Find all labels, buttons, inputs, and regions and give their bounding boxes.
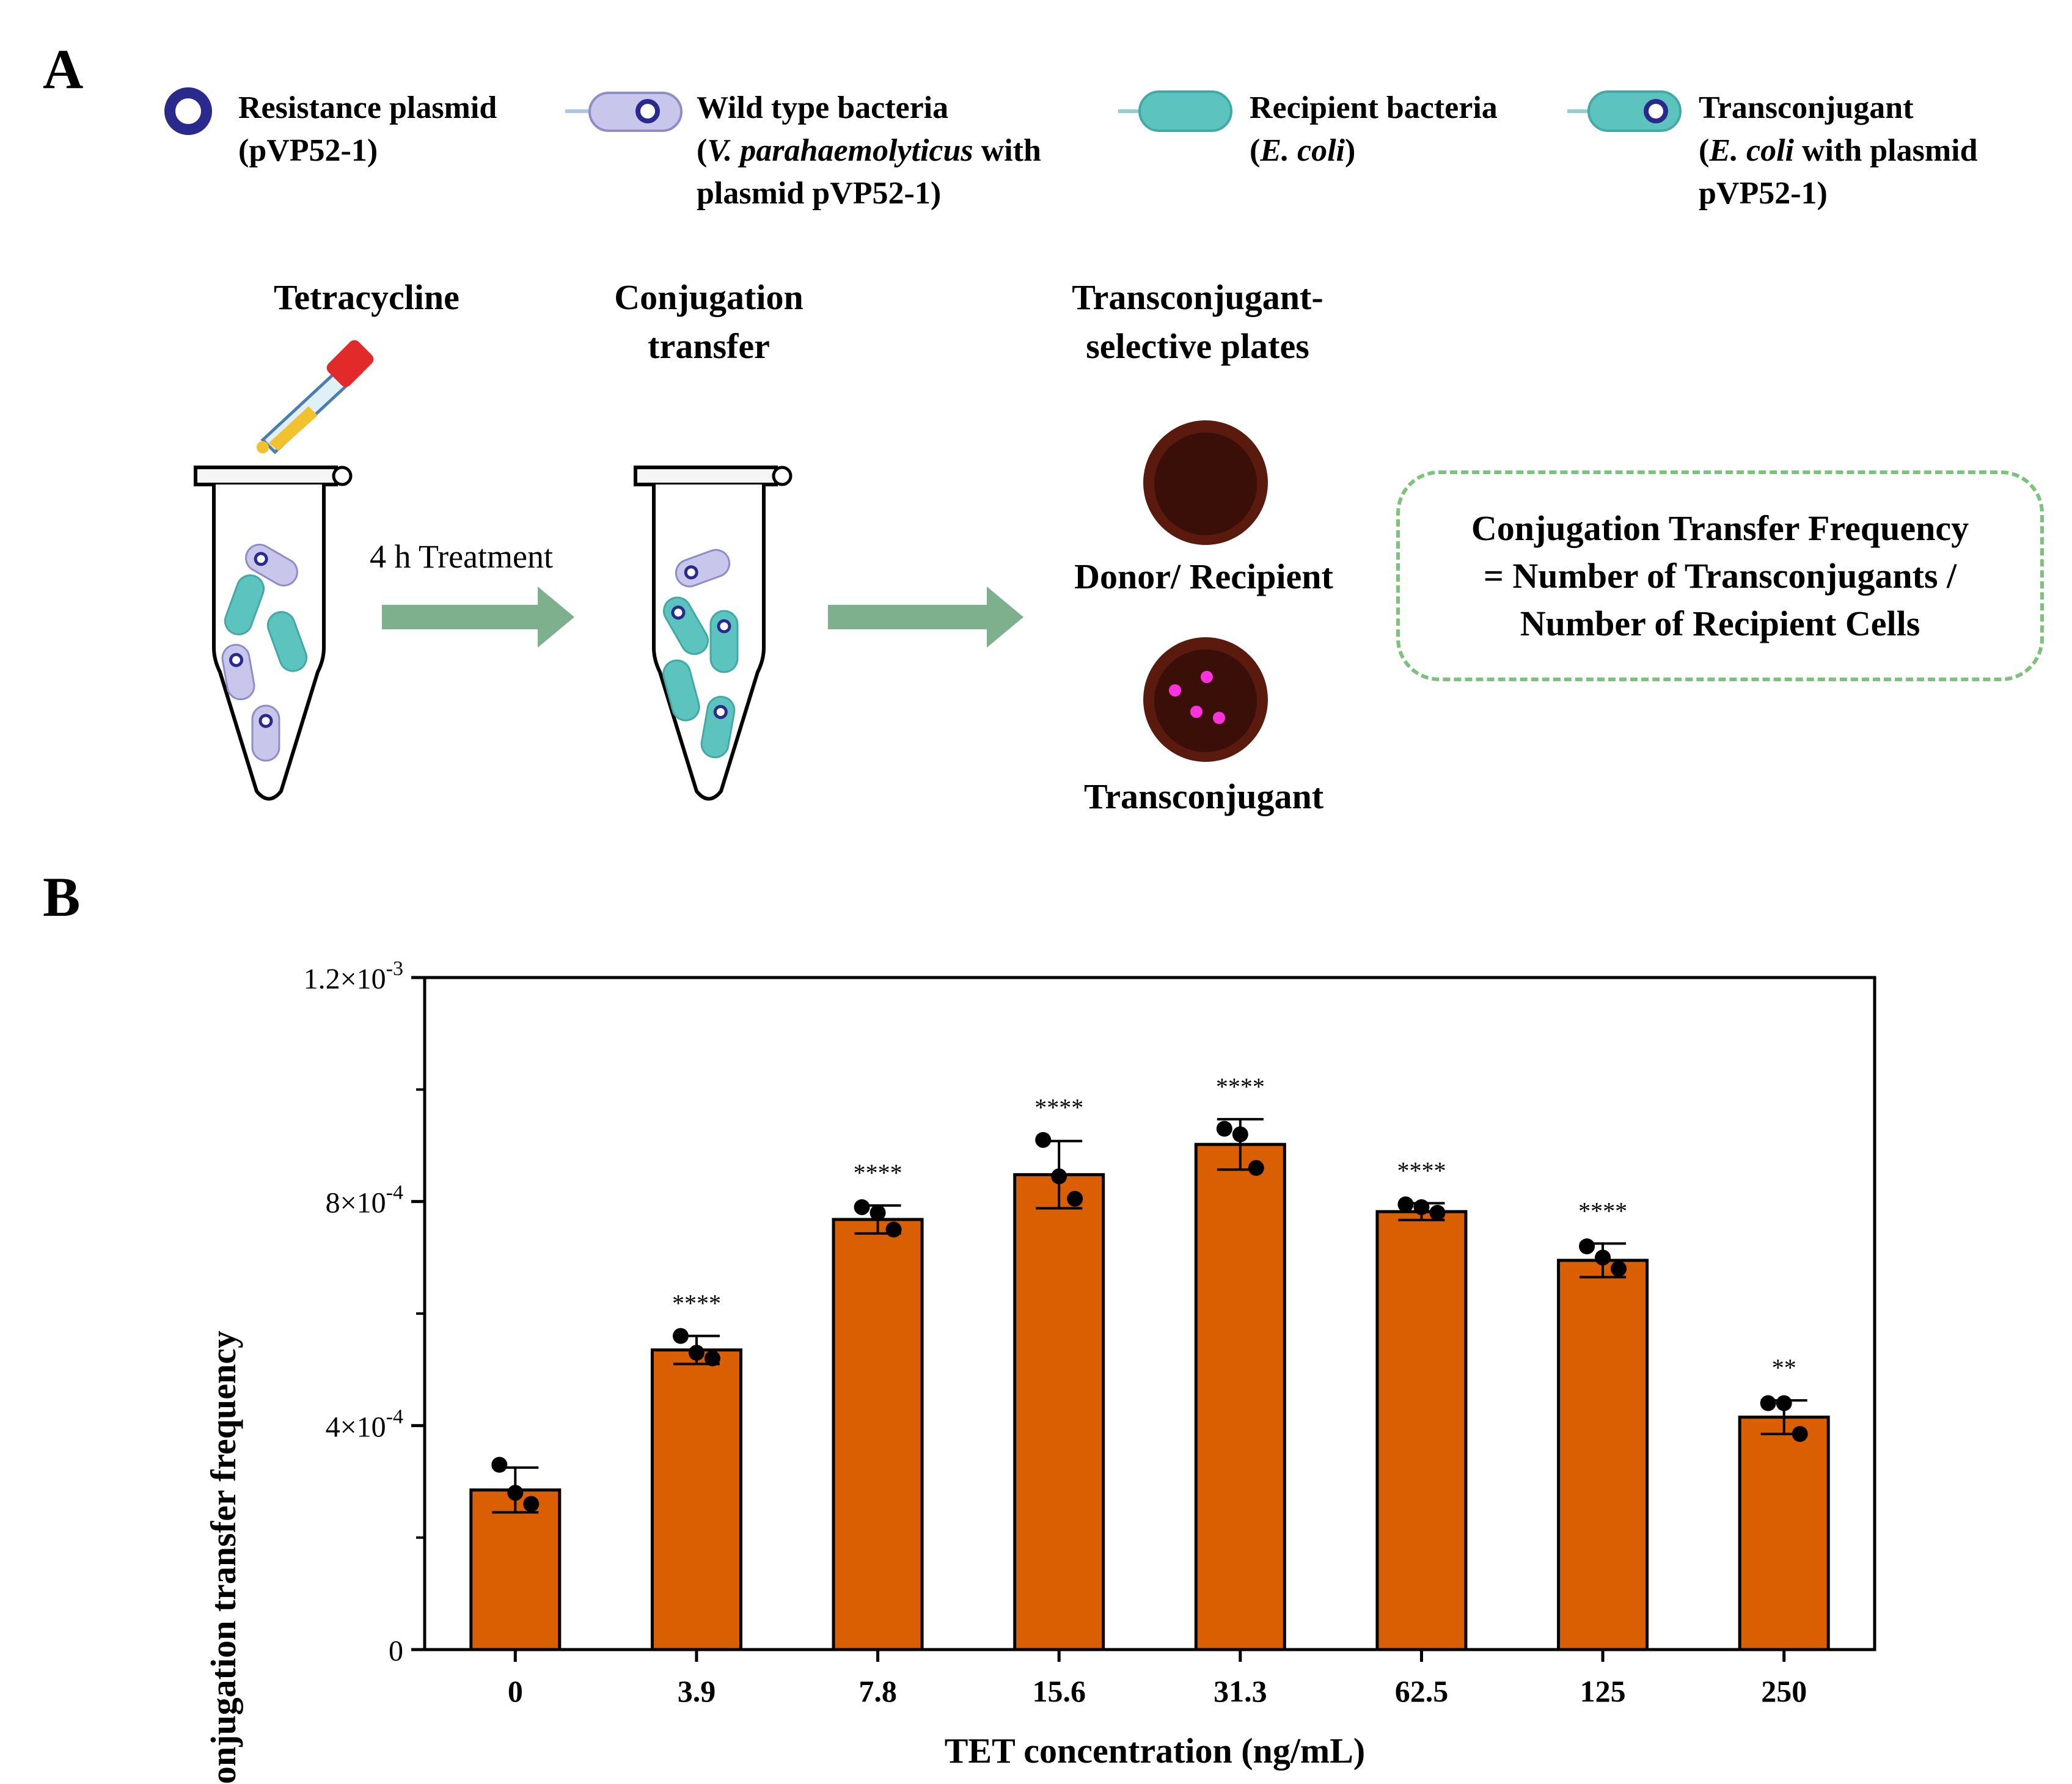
data-point [491,1457,508,1473]
legend-label: Transconjugant [1699,90,1914,125]
legend-label: (V. parahaemolyticus with [697,133,1041,168]
data-point [854,1199,870,1215]
step-label: selective plates [1086,326,1309,366]
treatment-label: 4 h Treatment [370,538,554,575]
legend-recipient: Recipient bacteria (E. coli) [1250,87,1498,172]
data-point [688,1345,705,1361]
bar [1194,1142,1286,1651]
y-tick-label: 0 [389,1635,403,1667]
panel-b-letter: B [43,866,81,928]
x-tick-label: 3.9 [678,1674,716,1708]
tube-before-icon [194,466,353,801]
dropper-icon [257,340,374,455]
data-point [1429,1205,1446,1221]
significance-label: **** [1034,1094,1083,1121]
x-tick-label: 15.6 [1032,1674,1086,1708]
workflow-illustration [194,340,1268,801]
data-point [1760,1395,1776,1411]
bar [1013,1173,1105,1651]
x-axis-label: TET concentration (ng/mL) [945,1731,1366,1771]
data-point [1611,1260,1627,1277]
data-point [1595,1249,1611,1266]
arrow-2-icon [828,587,1023,648]
formula-line: Conjugation Transfer Frequency [1471,508,1969,548]
x-tick-label: 250 [1761,1674,1807,1708]
x-tick-label: 7.8 [858,1674,897,1708]
x-tick-label: 0 [508,1674,523,1708]
legend-icons [164,87,1682,135]
y-tick-label: 8×10-4 [326,1182,403,1219]
data-point [523,1496,540,1512]
data-point [1248,1160,1264,1176]
bar-chart: 0 4×10-4 8×10-4 1.2×10-3 0 3.9 **** 7.8 **** 15.6… [203,957,1876,1784]
formula-line: = Number of Transconjugants / [1483,555,1957,596]
legend-label: (E. coli with plasmid [1699,133,1978,168]
bar [650,1348,742,1651]
data-point [1792,1426,1808,1442]
legend-label: Recipient bacteria [1250,90,1498,125]
data-point [507,1485,524,1501]
plasmid-icon [164,87,212,135]
legend-label: (E. coli) [1250,133,1356,168]
bar [469,1488,562,1651]
significance-label: **** [854,1159,902,1186]
significance-label: **** [1578,1197,1627,1224]
data-point [1051,1168,1067,1185]
step-label: Transconjugant- [1072,277,1323,317]
plate-label-transconjugant: Transconjugant [1083,777,1324,816]
legend-wild-type: Wild type bacteria (V. parahaemolyticus … [697,87,1041,215]
plot-frame [423,976,1876,1651]
bar [1738,1416,1830,1651]
data-point [1776,1395,1792,1411]
y-tick-label: 4×10-4 [326,1405,403,1443]
bar [1557,1259,1649,1651]
legend-label: (pVP52-1) [238,133,378,168]
significance-label: ** [1772,1354,1796,1381]
data-point [704,1350,720,1367]
step-label: Conjugation [614,277,804,317]
legend-transconjugant: Transconjugant (E. coli with plasmid pVP… [1699,87,1978,215]
arrow-1-icon [382,587,574,648]
data-point [672,1328,689,1344]
legend-label: Wild type bacteria [697,90,949,125]
wild-type-bacteria-icon [565,92,683,132]
data-point [1413,1199,1430,1215]
legend-label: Resistance plasmid [238,90,497,125]
data-point [1579,1238,1595,1254]
plate-donor-icon [1143,420,1268,545]
panel-a-letter: A [43,38,84,100]
legend-label: pVP52-1) [1699,176,1828,211]
step-label: transfer [648,326,770,366]
bar [832,1218,924,1651]
x-tick-label: 31.3 [1214,1674,1267,1708]
step-tetracycline: Tetracycline [274,277,459,317]
y-axis-label: Conjugation transfer frequency [203,1331,243,1784]
data-point [869,1205,886,1221]
plate-transconjugant-icon [1143,637,1268,762]
legend-label: plasmid pVP52-1) [697,176,942,211]
formula-line: Number of Recipient Cells [1520,603,1920,643]
significance-label: **** [672,1290,721,1317]
data-point [1232,1126,1248,1142]
recipient-bacteria-icon [1118,90,1232,132]
step-plates: Transconjugant- selective plates [1027,273,1369,371]
y-tick-label: 1.2×10-3 [304,957,403,995]
step-conjugation: Conjugation transfer [562,273,855,371]
data-point [1216,1120,1232,1137]
data-point [1067,1191,1083,1207]
legend-resistance-plasmid: Resistance plasmid (pVP52-1) [238,87,497,172]
tube-after-icon [634,466,793,801]
formula-box: Conjugation Transfer Frequency = Number … [1396,470,2044,681]
bar [1375,1210,1468,1651]
data-point [885,1221,902,1238]
significance-label: **** [1397,1157,1446,1184]
data-point [1397,1196,1414,1213]
significance-label: **** [1216,1073,1265,1100]
data-point [1035,1131,1052,1148]
plate-label-donor: Donor/ Recipient [1074,557,1333,596]
x-tick-label: 62.5 [1395,1674,1449,1708]
transconjugant-icon [1567,90,1682,132]
x-tick-label: 125 [1580,1674,1626,1708]
